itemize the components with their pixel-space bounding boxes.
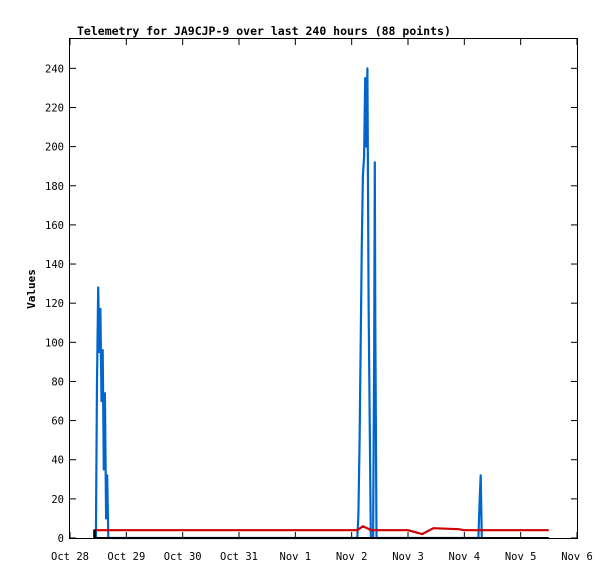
y-tick-label: 20 [51, 494, 64, 506]
y-tick-label: 100 [45, 337, 64, 349]
x-tick-label: Nov 6 [561, 551, 593, 563]
y-tick-label: 60 [51, 416, 64, 428]
x-tick-label: Nov 4 [449, 551, 481, 563]
y-tick-label: 220 [45, 102, 64, 114]
x-axis-ticks: Oct 28 Oct 29 Oct 30 Oct 31 Nov 1 Nov 2 Nov 3 N… [51, 39, 593, 563]
series-layer [93, 67, 549, 540]
plot-area [69, 38, 578, 539]
y-tick-label: 240 [45, 63, 64, 75]
y-tick-label: 140 [45, 259, 64, 271]
y-tick-label: 40 [51, 455, 64, 467]
x-tick-label: Oct 29 [107, 551, 145, 563]
x-tick-label: Nov 3 [392, 551, 424, 563]
y-tick-label: 0 [58, 533, 64, 545]
y-tick-label: 200 [45, 142, 64, 154]
y-tick-label: 160 [45, 220, 64, 232]
series-line-1 [94, 67, 483, 540]
x-tick-label: Nov 1 [280, 551, 312, 563]
y-axis-ticks: 0 20 40 60 80 100 120 140 160 180 200 220 240 [45, 63, 577, 545]
y-axis-label: Values [25, 269, 38, 309]
y-tick-label: 180 [45, 181, 64, 193]
series-line-3 [93, 529, 549, 539]
x-tick-label: Oct 30 [164, 551, 202, 563]
x-tick-label: Nov 5 [505, 551, 537, 563]
chart-title: Telemetry for JA9CJP-9 over last 240 hou… [77, 24, 451, 38]
series-line-2 [95, 525, 549, 536]
y-tick-label: 120 [45, 298, 64, 310]
x-tick-label: Oct 28 [51, 551, 89, 563]
x-tick-label: Nov 2 [336, 551, 368, 563]
x-tick-label: Oct 31 [220, 551, 258, 563]
y-tick-label: 80 [51, 376, 64, 388]
